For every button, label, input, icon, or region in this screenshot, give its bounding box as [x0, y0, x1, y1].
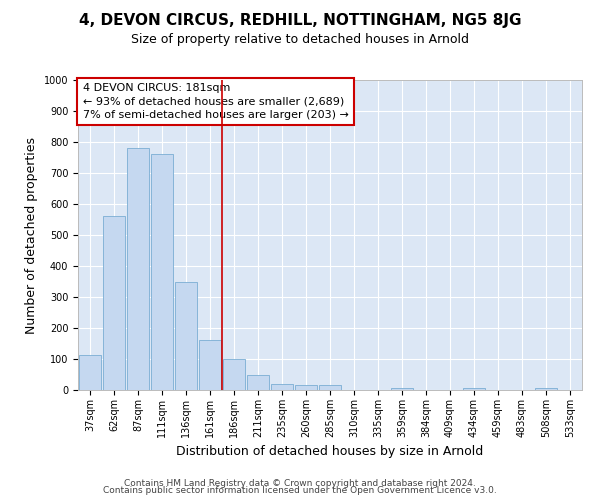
- Y-axis label: Number of detached properties: Number of detached properties: [25, 136, 38, 334]
- Bar: [463, 388, 485, 390]
- Bar: [271, 384, 293, 390]
- Bar: [79, 356, 101, 390]
- Bar: [127, 148, 149, 390]
- Bar: [103, 216, 125, 390]
- Bar: [295, 386, 317, 390]
- X-axis label: Distribution of detached houses by size in Arnold: Distribution of detached houses by size …: [176, 446, 484, 458]
- Bar: [535, 388, 557, 390]
- Bar: [151, 154, 173, 390]
- Bar: [175, 282, 197, 390]
- Text: Size of property relative to detached houses in Arnold: Size of property relative to detached ho…: [131, 32, 469, 46]
- Text: 4, DEVON CIRCUS, REDHILL, NOTTINGHAM, NG5 8JG: 4, DEVON CIRCUS, REDHILL, NOTTINGHAM, NG…: [79, 12, 521, 28]
- Bar: [199, 340, 221, 390]
- Bar: [391, 388, 413, 390]
- Text: Contains HM Land Registry data © Crown copyright and database right 2024.: Contains HM Land Registry data © Crown c…: [124, 478, 476, 488]
- Text: 4 DEVON CIRCUS: 181sqm
← 93% of detached houses are smaller (2,689)
7% of semi-d: 4 DEVON CIRCUS: 181sqm ← 93% of detached…: [83, 83, 349, 120]
- Bar: [223, 359, 245, 390]
- Text: Contains public sector information licensed under the Open Government Licence v3: Contains public sector information licen…: [103, 486, 497, 495]
- Bar: [247, 374, 269, 390]
- Bar: [319, 386, 341, 390]
